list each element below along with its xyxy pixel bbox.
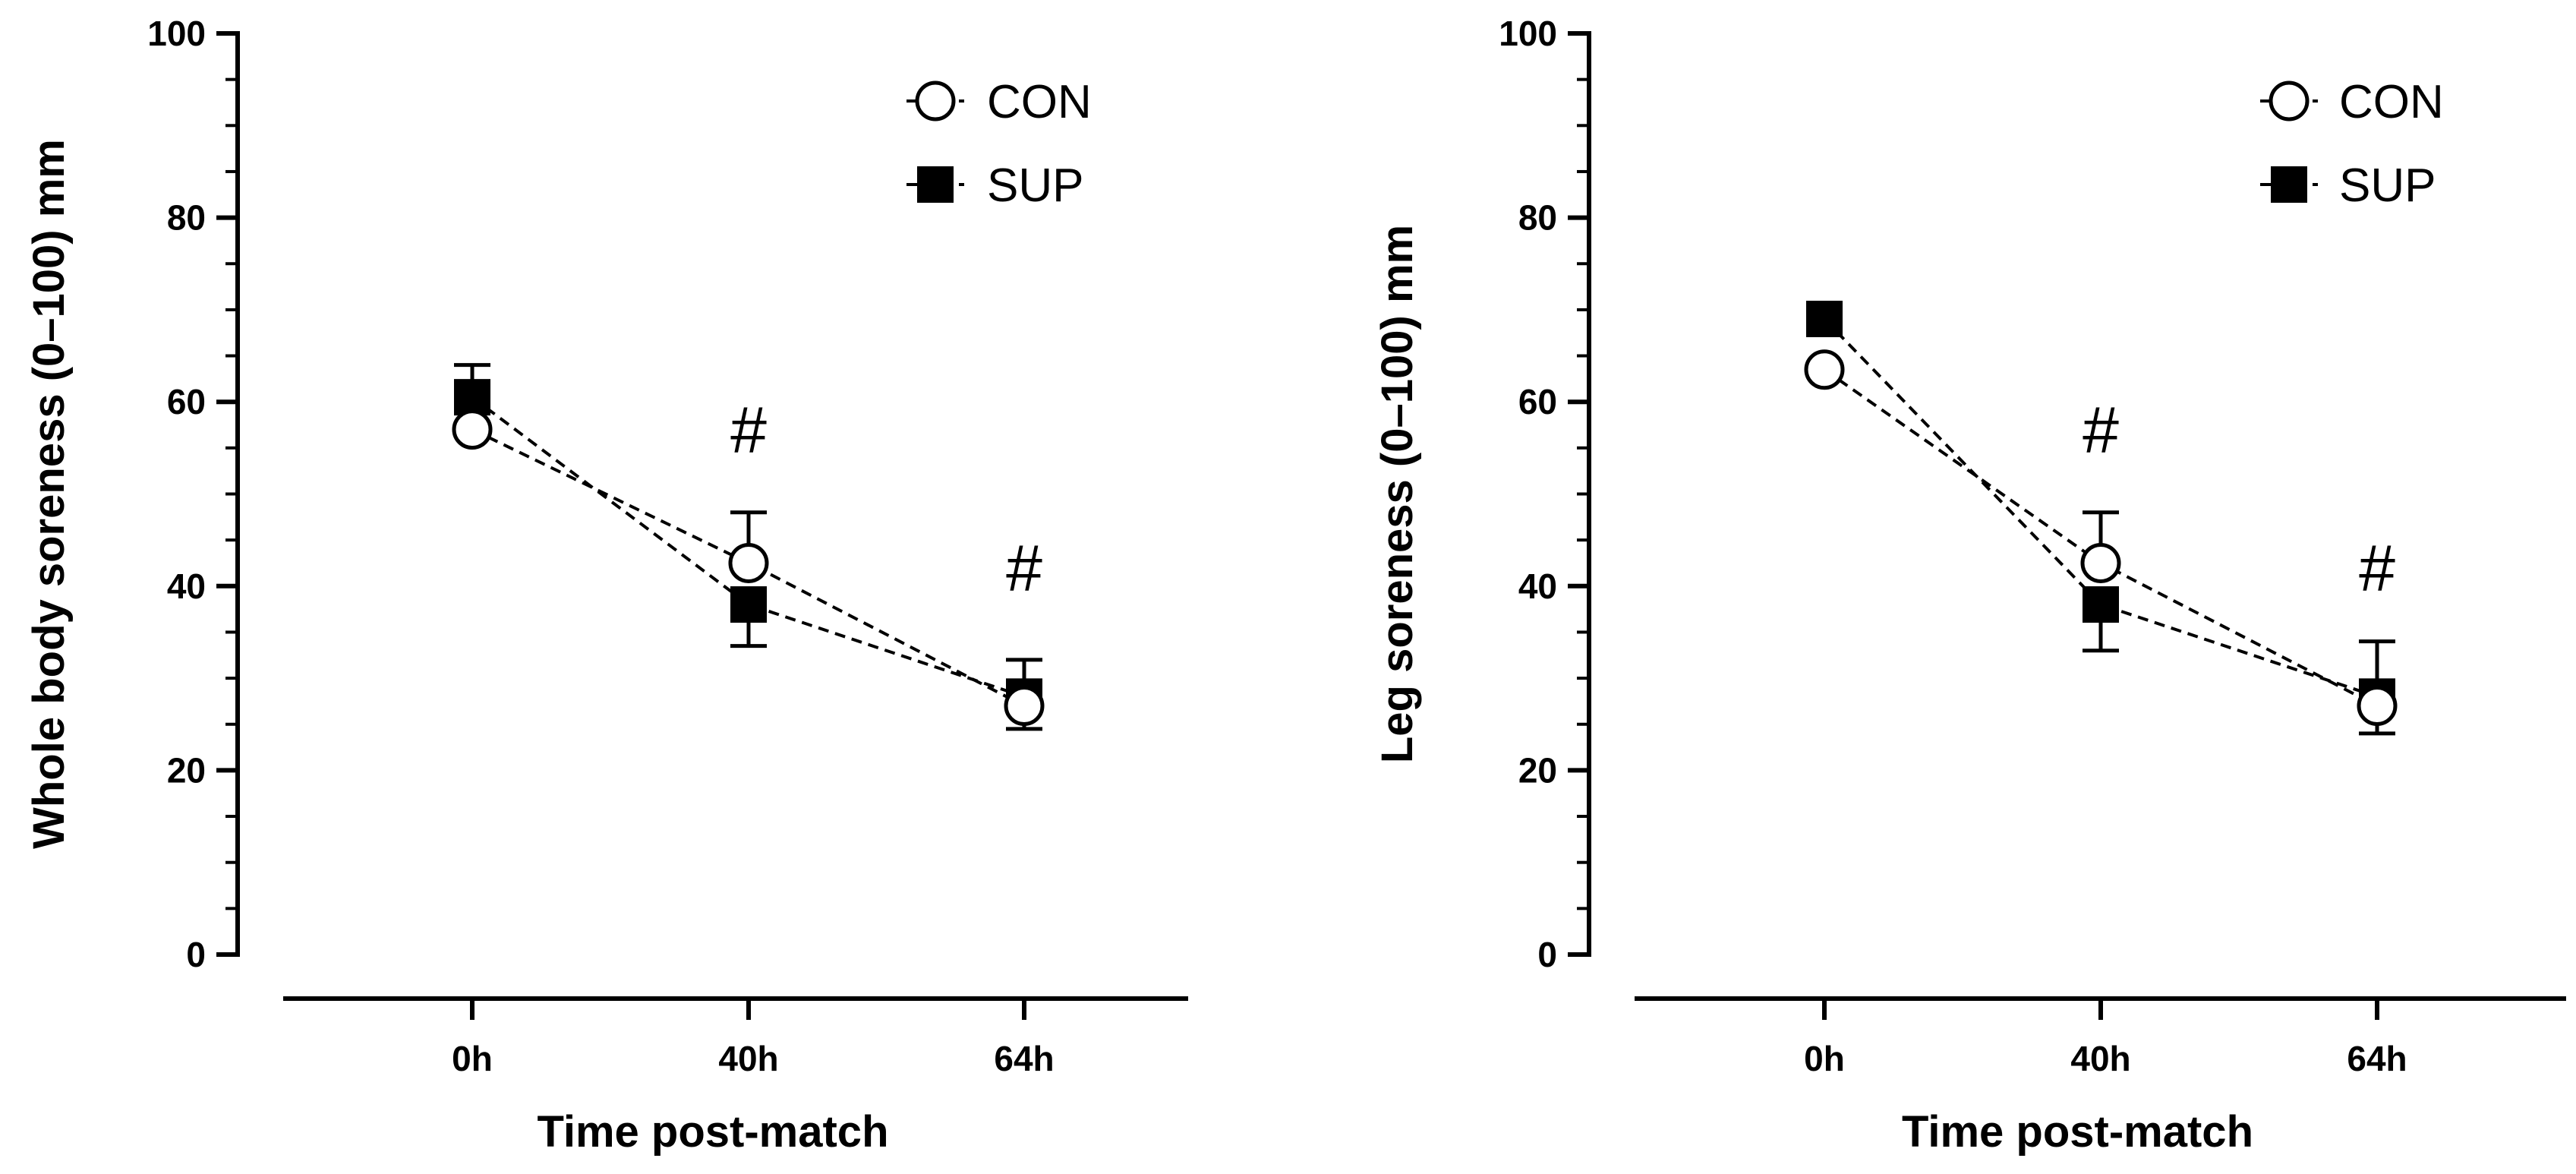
legend-label-con: CON — [2339, 76, 2444, 128]
data-point-con — [1004, 685, 1045, 726]
significance-marker: # — [1006, 532, 1042, 605]
y-axis-title: Whole body soreness (0–100) mm — [24, 139, 74, 849]
x-tick-label: 64h — [994, 1039, 1054, 1078]
y-tick-label: 20 — [1518, 750, 1557, 790]
legend-marker-con — [915, 80, 956, 122]
x-axis-title: Time post-match — [537, 1107, 888, 1157]
chart-panel-leg: 0 20 40 60 80 100 Leg soreness (0–100) mm 0h 40h… — [1373, 14, 2566, 1157]
data-point-con — [1804, 349, 1845, 390]
legend-label-sup: SUP — [2339, 159, 2436, 212]
x-tick-label: 64h — [2347, 1039, 2407, 1078]
y-tick-label: 40 — [1518, 566, 1557, 606]
x-tick-label: 40h — [718, 1039, 778, 1078]
x-tick-label: 0h — [452, 1039, 493, 1078]
y-tick-label: 0 — [186, 935, 206, 974]
significance-marker: # — [2083, 394, 2119, 467]
y-tick-label: 60 — [1518, 382, 1557, 421]
legend-label-sup: SUP — [987, 159, 1083, 212]
legend-marker-con — [2269, 80, 2310, 122]
data-point-sup — [2083, 586, 2119, 623]
data-point-sup — [730, 586, 767, 623]
y-tick-label: 80 — [1518, 198, 1557, 238]
y-tick-label: 0 — [1537, 935, 1557, 974]
significance-marker: # — [2359, 532, 2395, 605]
y-axis-title: Leg soreness (0–100) mm — [1373, 225, 1422, 763]
data-point-con — [2080, 542, 2121, 583]
y-tick-label: 100 — [1499, 14, 1557, 53]
legend-label-con: CON — [987, 76, 1092, 128]
series-line-sup — [471, 396, 1025, 699]
legend-marker-sup — [917, 166, 954, 203]
significance-marker: # — [730, 394, 767, 467]
chart-panel-whole-body: 0 20 40 60 80 100 Whole body soreness (0–100) … — [24, 14, 1188, 1157]
legend-marker-sup — [2271, 166, 2307, 203]
y-tick-label: 40 — [167, 566, 206, 606]
data-point-sup — [1806, 301, 1843, 338]
data-point-con — [452, 409, 493, 450]
y-tick-label: 100 — [147, 14, 206, 53]
x-axis-title: Time post-match — [1902, 1107, 2253, 1157]
x-tick-label: 0h — [1804, 1039, 1845, 1078]
data-point-con — [728, 542, 769, 583]
data-point-con — [2357, 685, 2398, 726]
data-point-sup — [454, 379, 490, 416]
series-line-sup — [1823, 317, 2378, 699]
x-tick-label: 40h — [2070, 1039, 2130, 1078]
y-tick-label: 20 — [167, 750, 206, 790]
y-tick-label: 80 — [167, 198, 206, 238]
y-tick-label: 60 — [167, 382, 206, 421]
